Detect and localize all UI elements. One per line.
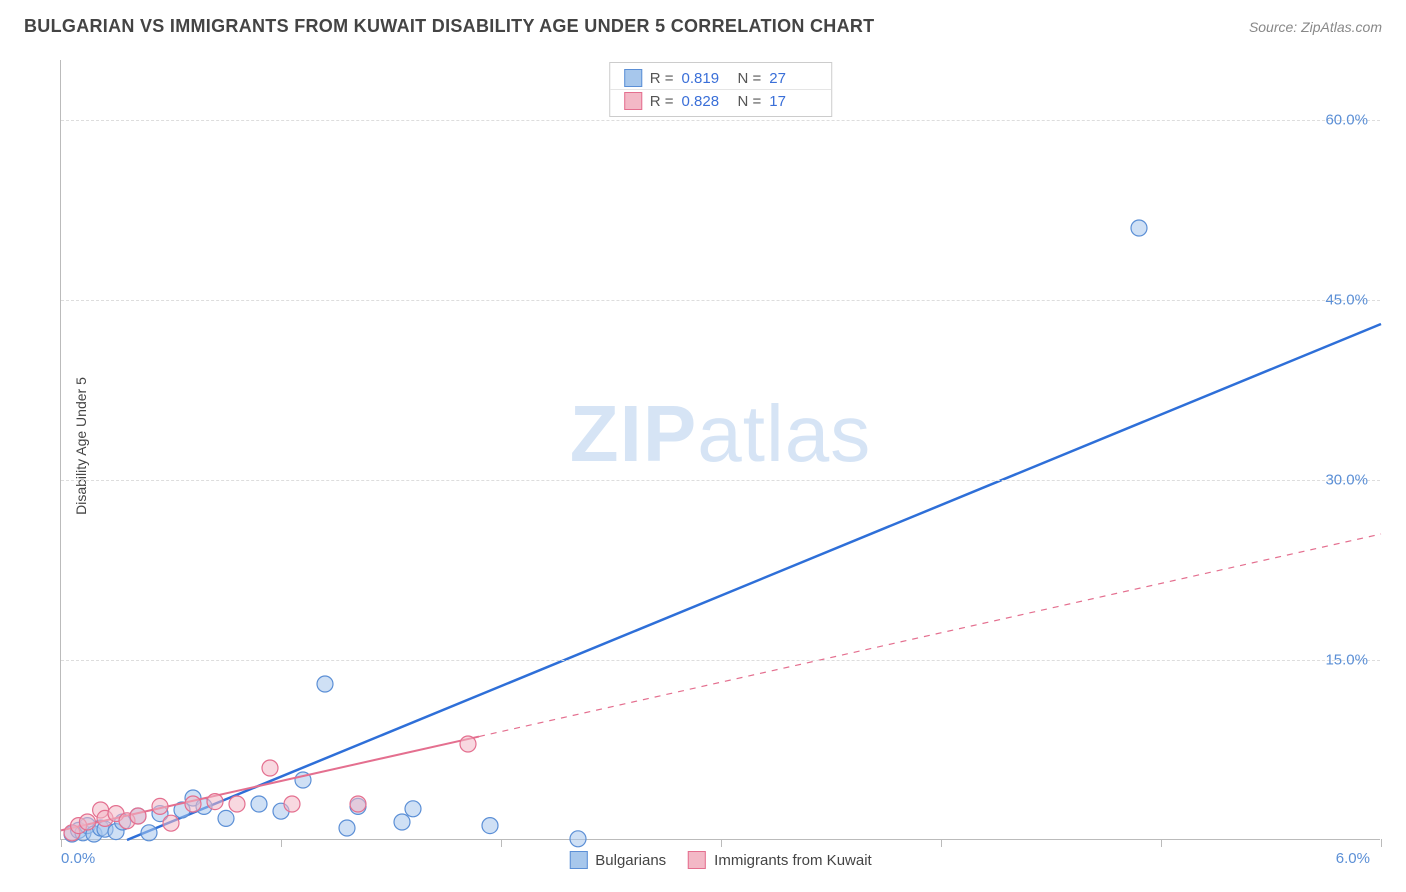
legend-row-kuwait: R = 0.828 N = 17 xyxy=(610,89,832,112)
n-label: N = xyxy=(738,70,762,87)
source-prefix: Source: xyxy=(1249,19,1301,35)
legend-label-kuwait: Immigrants from Kuwait xyxy=(714,852,872,869)
n-label: N = xyxy=(738,93,762,110)
plot-area: ZIPatlas R = 0.819 N = 27 R = 0.828 N = … xyxy=(60,60,1380,840)
legend-label-bulgarians: Bulgarians xyxy=(595,852,666,869)
x-max-label: 6.0% xyxy=(1336,850,1370,867)
legend-row-bulgarians: R = 0.819 N = 27 xyxy=(610,67,832,89)
legend-top: R = 0.819 N = 27 R = 0.828 N = 17 xyxy=(609,62,833,117)
swatch-kuwait xyxy=(688,851,706,869)
swatch-kuwait xyxy=(624,92,642,110)
r-label: R = xyxy=(650,70,674,87)
swatch-bulgarians xyxy=(569,851,587,869)
legend-item-kuwait: Immigrants from Kuwait xyxy=(688,851,872,869)
chart-title: BULGARIAN VS IMMIGRANTS FROM KUWAIT DISA… xyxy=(24,16,874,37)
n-value-bulgarians: 27 xyxy=(769,70,817,87)
chart-container: BULGARIAN VS IMMIGRANTS FROM KUWAIT DISA… xyxy=(0,0,1406,892)
title-bar: BULGARIAN VS IMMIGRANTS FROM KUWAIT DISA… xyxy=(0,0,1406,45)
source-name: ZipAtlas.com xyxy=(1301,19,1382,35)
r-label: R = xyxy=(650,93,674,110)
swatch-bulgarians xyxy=(624,69,642,87)
legend-item-bulgarians: Bulgarians xyxy=(569,851,666,869)
legend-bottom: Bulgarians Immigrants from Kuwait xyxy=(569,851,871,869)
chart-svg xyxy=(61,60,1380,839)
source-attribution: Source: ZipAtlas.com xyxy=(1249,19,1382,35)
x-origin-label: 0.0% xyxy=(61,850,95,867)
r-value-kuwait: 0.828 xyxy=(682,93,730,110)
r-value-bulgarians: 0.819 xyxy=(682,70,730,87)
n-value-kuwait: 17 xyxy=(769,93,817,110)
